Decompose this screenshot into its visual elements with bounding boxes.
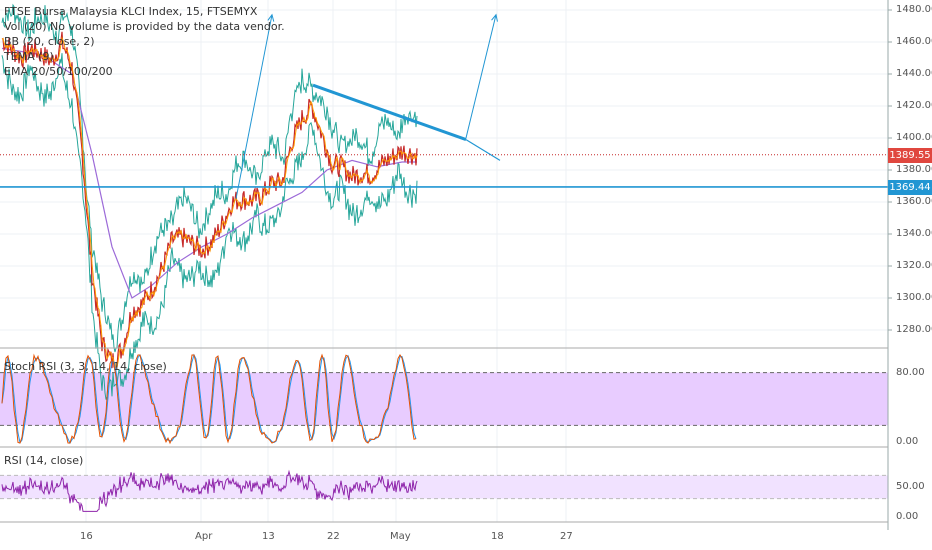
axes bbox=[0, 0, 892, 530]
y-tick-label: 1420.00 bbox=[896, 100, 932, 111]
ema-200-line bbox=[1, 47, 417, 299]
rsi-tick-0: 0.00 bbox=[896, 511, 919, 522]
legend-vol-row: Vol (20) No volume is provided by the da… bbox=[4, 19, 285, 34]
x-tick-label: 13 bbox=[262, 531, 275, 542]
legend-vol-note: No volume is provided by the data vendor… bbox=[50, 20, 285, 33]
x-tick-label: 22 bbox=[327, 531, 340, 542]
rsi-line bbox=[1, 469, 418, 512]
y-tick-label: 1440.00 bbox=[896, 68, 932, 79]
legend: FTSE Bursa Malaysia KLCI Index, 15, FTSE… bbox=[4, 4, 285, 79]
y-tick-label: 1300.00 bbox=[896, 292, 932, 303]
rsi-pane[interactable] bbox=[0, 469, 888, 512]
price-pane[interactable] bbox=[0, 3, 888, 400]
legend-tema: TEMA (9) bbox=[4, 50, 54, 63]
legend-ema: EMA 20/50/100/200 bbox=[4, 65, 113, 78]
y-tick-label: 1360.00 bbox=[896, 196, 932, 207]
rsi-title: RSI (14, close) bbox=[4, 454, 84, 467]
chart-title: FTSE Bursa Malaysia KLCI Index, 15, FTSE… bbox=[4, 5, 258, 18]
projection-arrow-1 bbox=[235, 14, 273, 199]
x-tick-label: Apr bbox=[195, 531, 213, 542]
stoch-rsi-title: Stoch RSI (3, 3, 14, 14, close) bbox=[4, 360, 167, 373]
projection-arrow-2 bbox=[465, 14, 497, 139]
x-tick-label: 16 bbox=[80, 531, 93, 542]
tema-line bbox=[1, 36, 418, 368]
y-tick-label: 1400.00 bbox=[896, 132, 932, 143]
y-tick-label: 1340.00 bbox=[896, 228, 932, 239]
arrow-head-2 bbox=[491, 13, 498, 22]
trendline-projection bbox=[465, 139, 501, 161]
x-tick-label: 27 bbox=[560, 531, 573, 542]
horizontal-line-price-label: 1369.44 bbox=[888, 179, 932, 195]
y-tick-label: 1480.00 bbox=[896, 4, 932, 15]
x-tick-label: 18 bbox=[491, 531, 504, 542]
stoch-tick-0: 0.00 bbox=[896, 436, 919, 447]
legend-bb: BB (20, close, 2) bbox=[4, 35, 95, 48]
bollinger-lower bbox=[1, 53, 418, 400]
y-tick-label: 1280.00 bbox=[896, 324, 932, 335]
legend-vol: Vol (20) bbox=[4, 20, 47, 33]
stoch-k-line bbox=[1, 353, 417, 445]
y-tick-label: 1380.00 bbox=[896, 164, 932, 175]
y-tick-label: 1460.00 bbox=[896, 36, 932, 47]
arrow-head-1 bbox=[267, 13, 275, 22]
price-line bbox=[1, 31, 418, 370]
rsi-tick-50: 50.00 bbox=[896, 481, 925, 492]
y-tick-label: 1320.00 bbox=[896, 260, 932, 271]
last-price-label: 1389.55 bbox=[888, 147, 932, 163]
descending-trendline bbox=[312, 83, 467, 142]
stoch-tick-80: 80.00 bbox=[896, 366, 925, 378]
grid-lines bbox=[0, 0, 888, 522]
bollinger-upper bbox=[1, 3, 418, 353]
stoch-rsi-pane[interactable] bbox=[0, 353, 888, 445]
x-tick-label: May bbox=[390, 531, 411, 542]
